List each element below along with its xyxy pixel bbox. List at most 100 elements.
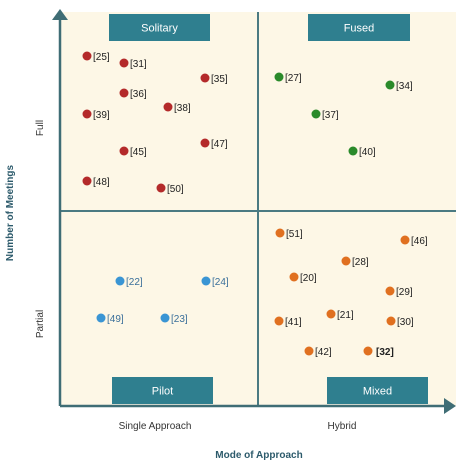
mixed-points: [51] [46] [28] [20] [29] [41] [21] [30] … [274,228,428,358]
point-dot [119,146,129,156]
point-dot [119,58,129,68]
fused-label: Fused [344,23,375,35]
point-marker: [41] [274,316,302,328]
point-label: [24] [212,277,229,288]
point-marker: [39] [82,109,110,121]
point-dot [82,109,92,119]
point-dot [341,256,351,266]
point-dot [200,73,210,83]
point-dot [163,102,173,112]
y-category-full: Full [35,120,46,136]
point-label: [45] [130,147,147,158]
pilot-label-box [112,377,213,404]
point-marker: [34] [385,80,413,92]
mixed-label: Mixed [363,386,392,398]
point-label: [49] [107,314,124,325]
point-label: [36] [130,89,147,100]
point-dot [96,313,106,323]
point-marker: [22] [115,276,143,288]
point-label: [42] [315,347,332,358]
point-marker: [20] [289,272,317,284]
x-axis-title: Mode of Approach [215,450,302,461]
point-dot [363,346,373,356]
point-label: [28] [352,257,369,268]
point-marker: [23] [160,313,188,325]
point-marker: [32] [363,346,394,358]
point-label: [21] [337,310,354,321]
point-dot [160,313,170,323]
point-dot [201,276,211,286]
point-label: [29] [396,287,413,298]
point-marker: [24] [201,276,229,288]
point-marker: [35] [200,73,228,85]
point-marker: [42] [304,346,332,358]
point-label: [22] [126,277,143,288]
point-label: [31] [130,59,147,70]
point-label: [37] [322,110,339,121]
solitary-label-box [109,14,210,41]
point-marker: [47] [200,138,228,150]
point-marker: [31] [119,58,147,70]
point-dot [156,183,166,193]
point-label: [41] [285,317,302,328]
point-marker: [46] [400,235,428,247]
point-dot [275,228,285,238]
point-dot [326,309,336,319]
point-label: [51] [286,229,303,240]
solitary-points: [25] [31] [35] [36] [38] [39] [47] [45] … [82,51,228,195]
point-dot [289,272,299,282]
point-dot [348,146,358,156]
y-axis-arrow [52,9,68,20]
point-dot [386,316,396,326]
point-label: [34] [396,81,413,92]
fused-points: [27] [34] [37] [40] [274,72,413,158]
x-category-single: Single Approach [119,421,192,432]
x-axis-arrow [444,398,456,414]
point-marker: [50] [156,183,184,195]
point-marker: [30] [386,316,414,328]
point-marker: [21] [326,309,354,321]
x-category-hybrid: Hybrid [328,421,357,432]
point-marker: [48] [82,176,110,188]
point-marker: [45] [119,146,147,158]
point-label: [30] [397,317,414,328]
point-marker: [37] [311,109,339,121]
point-marker: [51] [275,228,303,240]
pilot-label: Pilot [152,386,173,398]
point-label: [32] [376,347,394,358]
point-label: [40] [359,147,376,158]
point-marker: [29] [385,286,413,298]
point-dot [385,286,395,296]
point-dot [115,276,125,286]
solitary-label: Solitary [141,23,178,35]
point-label: [20] [300,273,317,284]
point-marker: [36] [119,88,147,100]
point-dot [400,235,410,245]
point-label: [25] [93,52,110,63]
point-dot [385,80,395,90]
point-dot [119,88,129,98]
point-dot [274,72,284,82]
point-marker: [40] [348,146,376,158]
point-label: [50] [167,184,184,195]
point-label: [47] [211,139,228,150]
point-label: [23] [171,314,188,325]
point-label: [38] [174,103,191,114]
point-dot [304,346,314,356]
point-dot [274,316,284,326]
point-label: [35] [211,74,228,85]
point-marker: [28] [341,256,369,268]
point-dot [311,109,321,119]
pilot-points: [22] [24] [49] [23] [96,276,229,325]
point-dot [82,176,92,186]
point-marker: [25] [82,51,110,63]
point-marker: [38] [163,102,191,114]
y-category-partial: Partial [35,310,46,338]
point-dot [82,51,92,61]
point-label: [39] [93,110,110,121]
point-dot [200,138,210,148]
mixed-label-box [327,377,428,404]
fused-label-box [308,14,410,41]
